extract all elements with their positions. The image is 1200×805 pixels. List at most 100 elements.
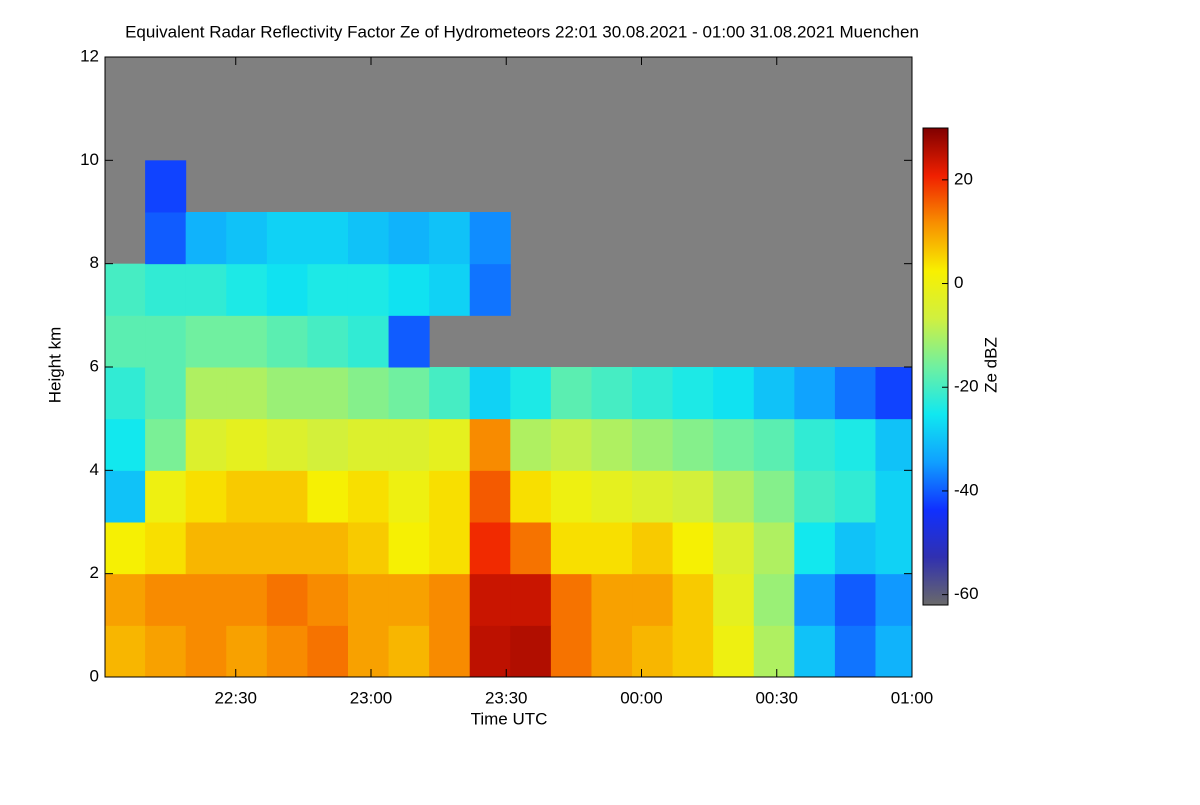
heatmap-cell [266,367,308,420]
heatmap-cell [307,522,349,575]
heatmap-cell [145,212,187,265]
y-tick-label: 10 [80,150,99,169]
heatmap-cell [185,263,227,316]
heatmap-cell [672,470,714,523]
heatmap-cell [145,263,187,316]
heatmap-cell [713,573,755,626]
heatmap-cell [550,573,592,626]
heatmap-cell [672,573,714,626]
heatmap-cell [875,418,913,471]
heatmap-cell [105,263,146,316]
heatmap-cell [388,418,430,471]
colorbar-tick-label: 20 [954,169,973,188]
heatmap-cell [388,522,430,575]
heatmap-cell [834,522,876,575]
heatmap-cell [226,367,268,420]
heatmap-cell [591,573,633,626]
heatmap-cell [469,470,511,523]
heatmap-cell [834,470,876,523]
heatmap-cell [347,573,390,626]
heatmap-cell [388,212,430,265]
y-tick-label: 2 [90,563,99,582]
heatmap-cell [226,470,268,523]
heatmap-cell [753,367,795,420]
heatmap-cell [510,470,552,523]
heatmap-cell [429,522,471,575]
heatmap-cell [510,573,552,626]
heatmap-cell [469,418,511,471]
heatmap-cell [632,522,674,575]
heatmap-cell [307,418,349,471]
heatmap-cell [226,573,268,626]
heatmap-cell [794,625,836,678]
heatmap-cell [875,573,913,626]
heatmap-cell [632,418,674,471]
heatmap-cell [794,418,836,471]
heatmap-cell [632,625,674,678]
heatmap-cell [145,625,187,678]
heatmap-cell [753,625,795,678]
heatmap-cell [307,212,349,265]
colorbar-tick-label: 0 [954,273,963,292]
heatmap-cell [753,573,795,626]
heatmap-cell [834,367,876,420]
heatmap-cell [266,263,308,316]
heatmap-cell [672,367,714,420]
heatmap-cell [145,418,187,471]
heatmap-cell [550,418,592,471]
heatmap-cell [875,367,913,420]
y-axis-label: Height km [45,327,64,404]
heatmap-cell [105,315,146,368]
heatmap-cell [429,212,471,265]
heatmap-cell [347,625,390,678]
heatmap-cell [105,367,146,420]
heatmap-cell [388,573,430,626]
colorbar-label: Ze dBZ [981,337,1000,393]
heatmap-cell [469,522,511,575]
heatmap-cell [429,573,471,626]
heatmap-cell [713,418,755,471]
heatmap-cell [794,367,836,420]
heatmap-cell [794,573,836,626]
heatmap-cell [347,263,390,316]
heatmap-cell [105,625,146,678]
heatmap-cell [713,470,755,523]
heatmap-cell [591,418,633,471]
heatmap-cell [429,470,471,523]
x-tick-label: 00:30 [755,688,798,707]
heatmap-cell [429,418,471,471]
heatmap-cell [591,470,633,523]
heatmap-cell [226,315,268,368]
heatmap-cell [185,573,227,626]
colorbar-tick-label: -20 [954,377,979,396]
heatmap-cell [307,625,349,678]
heatmap-cell [875,522,913,575]
heatmap-cell [672,418,714,471]
heatmap-cell [469,263,511,316]
heatmap-cell [550,522,592,575]
heatmap-cell [307,367,349,420]
heatmap-cell [469,367,511,420]
y-tick-label: 4 [90,460,99,479]
heatmap-cell [347,418,390,471]
heatmap-cell [307,470,349,523]
heatmap-cell [105,470,146,523]
x-tick-label: 01:00 [891,688,934,707]
x-tick-label: 23:00 [350,688,393,707]
heatmap-cell [185,625,227,678]
heatmap-cell [469,625,511,678]
heatmap-cell [429,263,471,316]
heatmap-cell [469,212,511,265]
colorbar-tick-label: -60 [954,584,979,603]
heatmap-cell [632,470,674,523]
heatmap-cell [347,212,390,265]
heatmap-cell [145,160,187,213]
heatmap-cell [185,212,227,265]
heatmap-cell [713,522,755,575]
heatmap-cell [307,315,349,368]
chart-title: Equivalent Radar Reflectivity Factor Ze … [125,22,919,41]
heatmap-cell [753,418,795,471]
heatmap-cell [834,573,876,626]
heatmap-cell [632,573,674,626]
